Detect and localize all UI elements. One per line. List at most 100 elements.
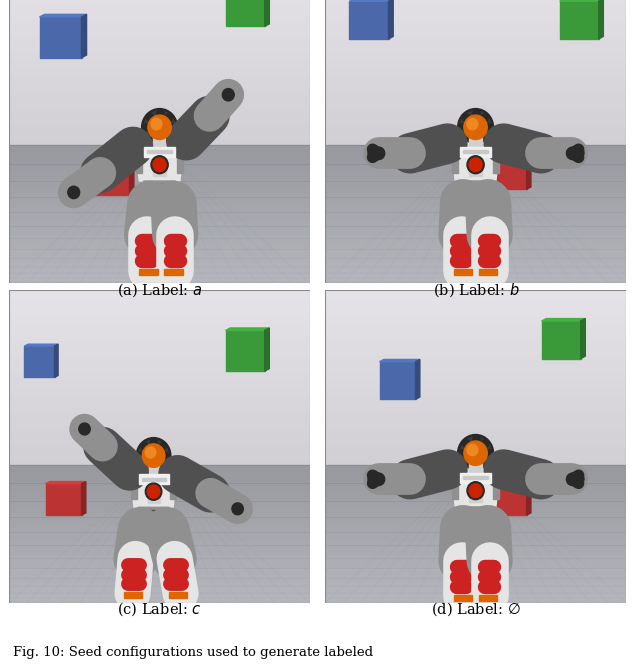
Circle shape bbox=[121, 463, 138, 480]
Circle shape bbox=[133, 522, 147, 536]
Bar bbox=[325, 472, 626, 479]
Bar bbox=[9, 372, 310, 378]
Bar bbox=[325, 459, 626, 465]
Text: Fig. 10: Seed configurations used to generate labeled: Fig. 10: Seed configurations used to gen… bbox=[13, 646, 373, 659]
Bar bbox=[463, 150, 488, 153]
Bar bbox=[325, 276, 626, 283]
Bar bbox=[142, 478, 166, 481]
Bar bbox=[9, 52, 310, 58]
Circle shape bbox=[94, 166, 107, 179]
Bar bbox=[9, 561, 310, 568]
Bar bbox=[452, 144, 458, 173]
Bar bbox=[325, 302, 626, 307]
Bar bbox=[325, 520, 626, 527]
Circle shape bbox=[439, 461, 456, 478]
Circle shape bbox=[404, 147, 416, 160]
Circle shape bbox=[151, 156, 168, 174]
Bar bbox=[490, 484, 526, 515]
Bar bbox=[542, 321, 581, 358]
Bar bbox=[9, 520, 310, 527]
Bar bbox=[325, 166, 626, 173]
Circle shape bbox=[566, 473, 578, 486]
Bar bbox=[9, 541, 310, 547]
Bar bbox=[9, 242, 310, 248]
Bar bbox=[9, 173, 310, 180]
Bar bbox=[325, 589, 626, 596]
Bar bbox=[9, 145, 310, 153]
Polygon shape bbox=[94, 162, 134, 164]
Bar bbox=[325, 69, 626, 75]
Bar bbox=[325, 307, 626, 313]
Circle shape bbox=[129, 552, 142, 566]
Circle shape bbox=[458, 109, 494, 146]
Bar bbox=[325, 372, 626, 378]
Bar bbox=[325, 11, 626, 17]
Bar bbox=[349, 1, 389, 39]
Bar bbox=[325, 17, 626, 23]
Polygon shape bbox=[39, 15, 87, 17]
Circle shape bbox=[458, 434, 494, 472]
Bar bbox=[9, 506, 310, 513]
Text: (a) Label: $a$: (a) Label: $a$ bbox=[117, 281, 203, 298]
Bar bbox=[9, 186, 310, 194]
Bar bbox=[325, 342, 626, 348]
Bar bbox=[9, 139, 310, 145]
Circle shape bbox=[467, 156, 484, 174]
Bar bbox=[9, 555, 310, 561]
Polygon shape bbox=[265, 0, 269, 27]
Bar bbox=[325, 500, 626, 506]
Bar bbox=[9, 128, 310, 134]
Bar bbox=[9, 366, 310, 372]
Polygon shape bbox=[581, 318, 585, 358]
Bar bbox=[9, 465, 310, 472]
Bar bbox=[9, 276, 310, 283]
Bar bbox=[9, 302, 310, 307]
Bar bbox=[9, 547, 310, 555]
Bar bbox=[325, 139, 626, 145]
Bar bbox=[9, 486, 310, 493]
Bar bbox=[9, 412, 310, 418]
Bar bbox=[460, 473, 491, 483]
Bar bbox=[325, 290, 626, 296]
Bar bbox=[9, 430, 310, 436]
Bar bbox=[325, 5, 626, 11]
Bar bbox=[325, 128, 626, 134]
Bar bbox=[478, 269, 497, 276]
Bar bbox=[170, 472, 176, 500]
Bar bbox=[560, 1, 599, 39]
Bar bbox=[463, 476, 488, 480]
Circle shape bbox=[169, 466, 186, 483]
Bar bbox=[9, 214, 310, 221]
Bar bbox=[9, 221, 310, 228]
Bar bbox=[9, 207, 310, 214]
Bar bbox=[325, 99, 626, 105]
Bar bbox=[46, 484, 82, 515]
Bar bbox=[325, 448, 626, 454]
Circle shape bbox=[469, 484, 482, 498]
Bar bbox=[9, 448, 310, 454]
Bar bbox=[325, 330, 626, 336]
Text: (b) Label: $b$: (b) Label: $b$ bbox=[432, 281, 520, 298]
Circle shape bbox=[147, 485, 160, 498]
Bar bbox=[325, 105, 626, 111]
Polygon shape bbox=[54, 344, 58, 378]
Bar bbox=[9, 348, 310, 354]
Circle shape bbox=[373, 147, 385, 160]
Circle shape bbox=[404, 473, 416, 486]
Circle shape bbox=[456, 195, 470, 210]
Bar bbox=[325, 383, 626, 389]
Bar bbox=[144, 147, 175, 157]
Circle shape bbox=[168, 552, 181, 566]
Bar bbox=[325, 29, 626, 35]
Bar bbox=[9, 29, 310, 35]
Bar bbox=[9, 228, 310, 235]
Bar bbox=[9, 256, 310, 262]
Circle shape bbox=[144, 111, 175, 144]
Bar bbox=[325, 418, 626, 424]
Polygon shape bbox=[349, 0, 393, 1]
Polygon shape bbox=[490, 482, 531, 484]
Bar bbox=[9, 418, 310, 424]
Circle shape bbox=[456, 521, 470, 535]
Bar bbox=[123, 592, 142, 598]
Circle shape bbox=[204, 109, 216, 123]
